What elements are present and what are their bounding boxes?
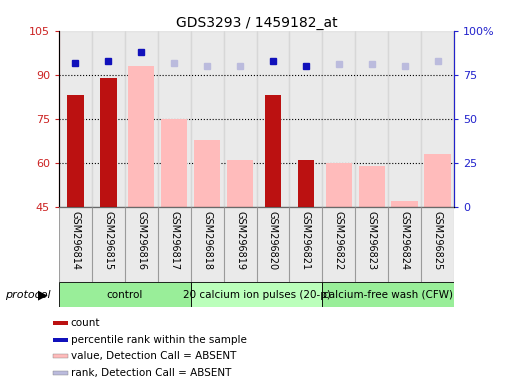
- Bar: [388, 207, 421, 282]
- Bar: [125, 207, 158, 282]
- Text: protocol: protocol: [5, 290, 51, 300]
- Bar: [289, 31, 322, 207]
- Bar: [53, 321, 68, 325]
- Bar: [265, 96, 281, 207]
- Text: rank, Detection Call = ABSENT: rank, Detection Call = ABSENT: [71, 368, 231, 378]
- Bar: [158, 207, 191, 282]
- Bar: [256, 31, 289, 207]
- Text: ▶: ▶: [38, 288, 47, 301]
- Text: count: count: [71, 318, 100, 328]
- Bar: [227, 160, 253, 207]
- Bar: [326, 163, 352, 207]
- Text: calcium-free wash (CFW): calcium-free wash (CFW): [323, 290, 453, 300]
- Bar: [322, 282, 454, 307]
- Text: GSM296815: GSM296815: [104, 211, 113, 270]
- Bar: [194, 140, 220, 207]
- Text: GSM296816: GSM296816: [136, 211, 146, 270]
- Bar: [298, 160, 314, 207]
- Bar: [355, 207, 388, 282]
- Bar: [125, 31, 157, 207]
- Bar: [161, 119, 187, 207]
- Text: GSM296817: GSM296817: [169, 211, 179, 270]
- Bar: [157, 31, 191, 207]
- Bar: [191, 207, 224, 282]
- Bar: [224, 31, 256, 207]
- Bar: [53, 354, 68, 358]
- Title: GDS3293 / 1459182_at: GDS3293 / 1459182_at: [175, 16, 338, 30]
- Bar: [59, 31, 92, 207]
- Bar: [421, 31, 454, 207]
- Text: 20 calcium ion pulses (20-p): 20 calcium ion pulses (20-p): [183, 290, 330, 300]
- Bar: [53, 338, 68, 342]
- Text: value, Detection Call = ABSENT: value, Detection Call = ABSENT: [71, 351, 236, 361]
- Bar: [67, 96, 84, 207]
- Text: GSM296821: GSM296821: [301, 211, 311, 270]
- Bar: [191, 282, 322, 307]
- Bar: [322, 31, 355, 207]
- Bar: [100, 78, 116, 207]
- Bar: [53, 371, 68, 375]
- Bar: [322, 207, 355, 282]
- Bar: [421, 207, 454, 282]
- Bar: [92, 207, 125, 282]
- Bar: [59, 282, 191, 307]
- Text: percentile rank within the sample: percentile rank within the sample: [71, 335, 246, 345]
- Bar: [191, 31, 224, 207]
- Bar: [359, 166, 385, 207]
- Bar: [224, 207, 256, 282]
- Bar: [391, 202, 418, 207]
- Text: GSM296825: GSM296825: [432, 211, 443, 270]
- Bar: [256, 207, 289, 282]
- Text: GSM296823: GSM296823: [367, 211, 377, 270]
- Bar: [289, 207, 322, 282]
- Bar: [388, 31, 421, 207]
- Bar: [92, 31, 125, 207]
- Text: GSM296820: GSM296820: [268, 211, 278, 270]
- Text: GSM296822: GSM296822: [334, 211, 344, 270]
- Bar: [59, 207, 92, 282]
- Text: GSM296824: GSM296824: [400, 211, 409, 270]
- Text: GSM296819: GSM296819: [235, 211, 245, 270]
- Bar: [128, 66, 154, 207]
- Bar: [424, 154, 451, 207]
- Text: GSM296814: GSM296814: [70, 211, 81, 270]
- Bar: [355, 31, 388, 207]
- Text: GSM296818: GSM296818: [202, 211, 212, 270]
- Text: control: control: [107, 290, 143, 300]
